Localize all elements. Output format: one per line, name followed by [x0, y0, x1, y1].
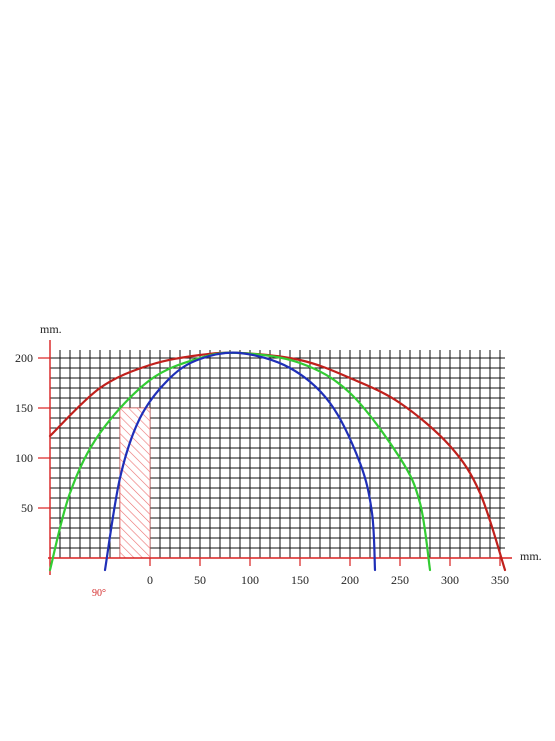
- tick-labels: 50 100 150 200 0 50 100 150 200 250 300 350: [15, 351, 509, 587]
- shaded-region-note: 90°: [92, 588, 106, 599]
- y-tick-label: 200: [15, 351, 33, 365]
- grid: [49, 350, 505, 559]
- x-tick-label: 0: [147, 573, 153, 587]
- y-tick-label: 150: [15, 401, 33, 415]
- series-blue-line: [103, 351, 377, 572]
- x-axis-unit: mm.: [520, 549, 542, 563]
- x-tick-label: 50: [194, 573, 206, 587]
- axes: [38, 340, 512, 575]
- x-tick-label: 100: [241, 573, 259, 587]
- y-tick-label: 100: [15, 451, 33, 465]
- series-red-line: [48, 351, 507, 572]
- series-lines: [48, 351, 507, 572]
- x-tick-label: 350: [491, 573, 509, 587]
- x-tick-label: 150: [291, 573, 309, 587]
- x-tick-label: 300: [441, 573, 459, 587]
- shaded-region-hatch: [119, 407, 151, 559]
- x-tick-label: 250: [391, 573, 409, 587]
- shaded-region: [119, 407, 151, 559]
- y-tick-label: 50: [21, 501, 33, 515]
- y-axis-unit: mm.: [40, 322, 62, 336]
- x-tick-label: 200: [341, 573, 359, 587]
